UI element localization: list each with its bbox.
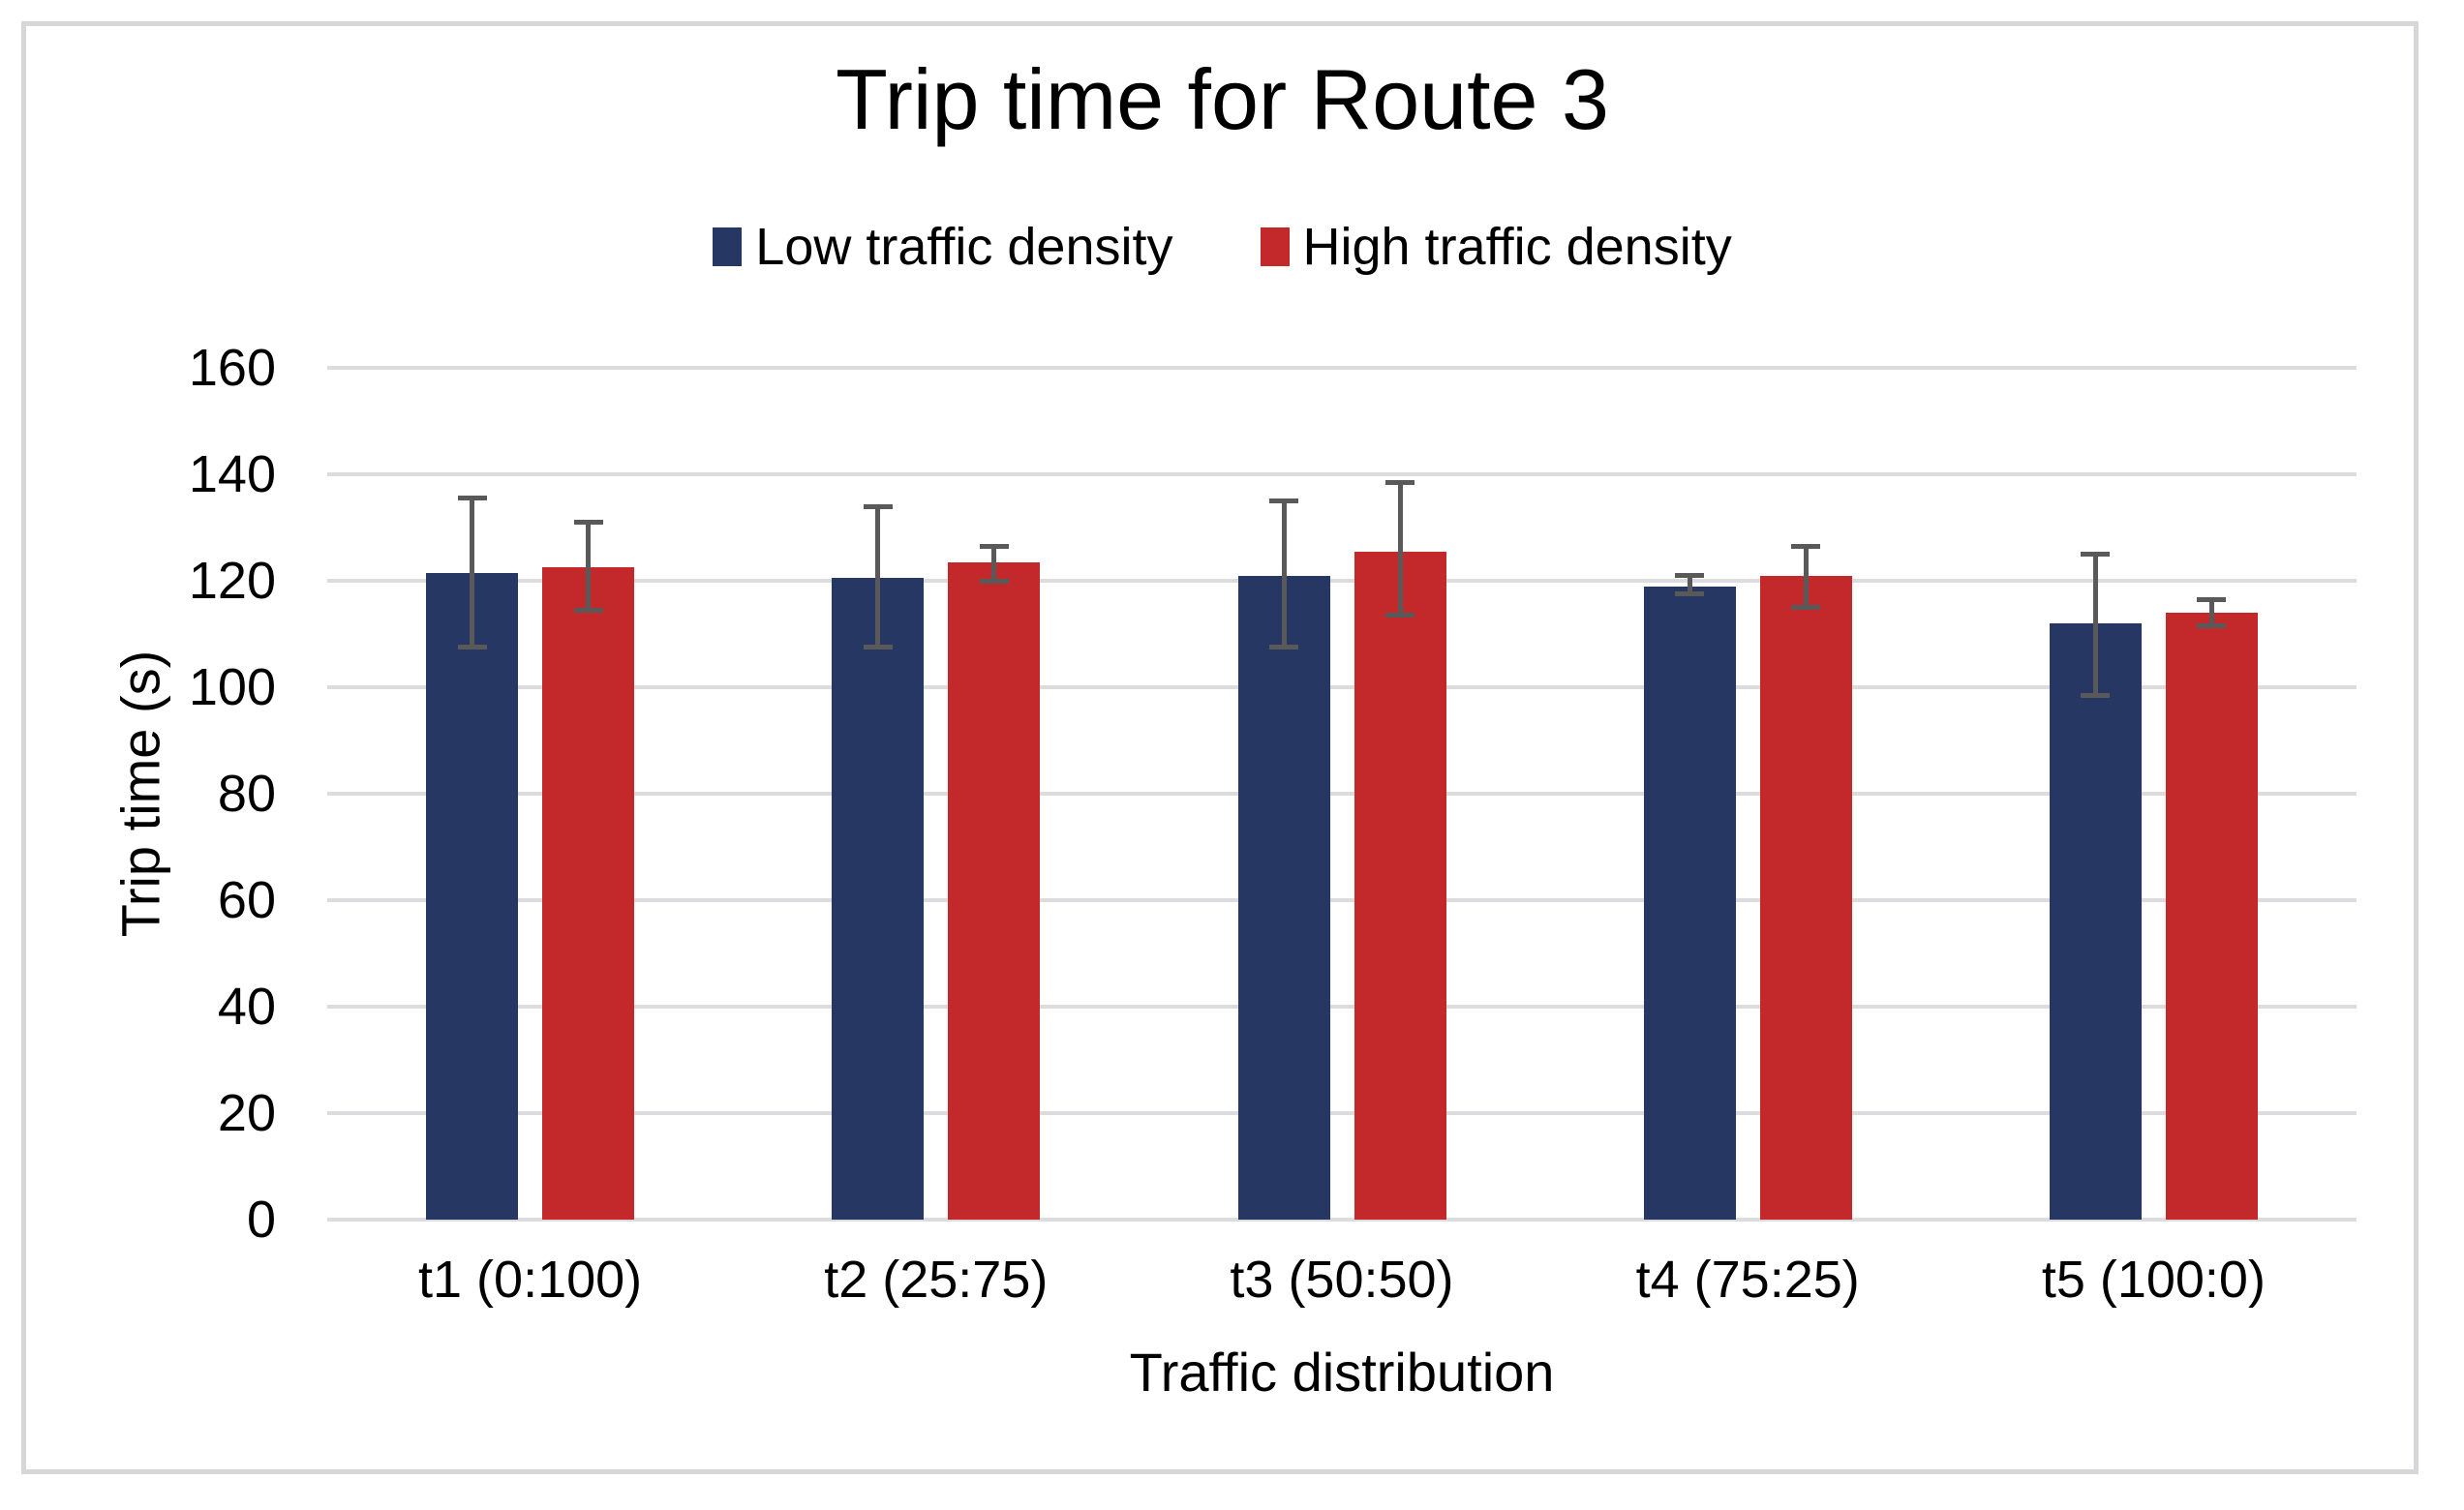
y-tick-label-120: 120 (188, 552, 276, 610)
gridline-y-140 (327, 472, 2357, 476)
gridline-y-80 (327, 792, 2357, 796)
error-bar-5-1 (2092, 554, 2098, 696)
x-tick-label-5: t5 (100:0) (2041, 1251, 2266, 1309)
y-tick-label-100: 100 (188, 658, 276, 716)
bar-low-traffic-density-5 (2049, 623, 2142, 1220)
error-cap-high-4-2 (1791, 543, 1821, 549)
legend-swatch-high-traffic (1260, 227, 1290, 266)
error-cap-low-1-1 (457, 645, 487, 650)
x-tick-label-3: t3 (50:50) (1230, 1251, 1454, 1309)
x-tick-label-4: t4 (75:25) (1635, 1251, 1860, 1309)
y-tick-label-160: 160 (188, 339, 276, 397)
error-cap-low-3-1 (1269, 645, 1298, 650)
legend-swatch-low-traffic (713, 227, 743, 266)
y-tick-label-20: 20 (217, 1084, 276, 1142)
bar-low-traffic-density-2 (832, 578, 925, 1220)
x-axis-title: Traffic distribution (1129, 1342, 1555, 1403)
error-cap-low-2-1 (863, 645, 893, 650)
error-bar-2-1 (875, 506, 881, 648)
error-cap-high-5-2 (2197, 596, 2227, 602)
gridline-y-40 (327, 1005, 2357, 1009)
error-bar-1-2 (586, 522, 592, 611)
error-cap-low-4-1 (1675, 591, 1705, 597)
bar-low-traffic-density-1 (426, 572, 519, 1220)
y-tick-label-140: 140 (188, 445, 276, 503)
error-cap-low-1-2 (573, 607, 603, 613)
gridline-y-0 (327, 1218, 2357, 1222)
error-cap-low-3-2 (1385, 613, 1415, 619)
gridline-y-60 (327, 898, 2357, 902)
error-cap-high-2-2 (979, 543, 1009, 549)
y-tick-label-80: 80 (217, 765, 276, 823)
gridline-y-120 (327, 579, 2357, 583)
bar-high-traffic-density-1 (542, 567, 635, 1220)
x-tick-label-2: t2 (25:75) (824, 1251, 1049, 1309)
bar-low-traffic-density-3 (1237, 575, 1330, 1220)
bar-high-traffic-density-5 (2165, 613, 2258, 1220)
error-bar-4-2 (1803, 546, 1809, 608)
legend-item-high-traffic: High traffic density (1260, 218, 1732, 276)
y-tick-label-0: 0 (246, 1191, 276, 1249)
error-cap-high-1-1 (457, 496, 487, 501)
legend-item-low-traffic: Low traffic density (713, 218, 1173, 276)
bar-low-traffic-density-4 (1643, 586, 1736, 1220)
error-cap-low-4-2 (1791, 605, 1821, 610)
error-cap-high-3-2 (1385, 479, 1415, 485)
y-tick-label-40: 40 (217, 978, 276, 1036)
bar-high-traffic-density-4 (1759, 575, 1852, 1220)
x-tick-labels: t1 (0:100) t2 (25:75) t3 (50:50) t4 (75:25)… (327, 1251, 2357, 1318)
bar-high-traffic-density-3 (1354, 551, 1446, 1220)
legend-label-high-traffic: High traffic density (1302, 218, 1732, 276)
error-bar-2-2 (991, 546, 997, 581)
error-cap-high-5-1 (2081, 552, 2111, 557)
gridline-y-160 (327, 366, 2357, 370)
error-cap-low-5-2 (2197, 623, 2227, 629)
error-bar-3-1 (1281, 500, 1287, 648)
error-cap-high-1-2 (573, 520, 603, 525)
bar-high-traffic-density-2 (948, 561, 1041, 1220)
y-tick-label-60: 60 (217, 871, 276, 929)
gridline-y-100 (327, 685, 2357, 689)
legend: Low traffic density High traffic density (21, 221, 2423, 273)
error-bar-4-1 (1687, 575, 1692, 594)
plot-area (327, 366, 2357, 1222)
error-cap-high-4-1 (1675, 573, 1705, 578)
chart-frame (21, 21, 2418, 1474)
legend-label-low-traffic: Low traffic density (755, 218, 1173, 276)
error-cap-low-2-2 (979, 578, 1009, 584)
gridline-y-20 (327, 1111, 2357, 1115)
error-bar-5-2 (2208, 599, 2214, 626)
x-tick-label-1: t1 (0:100) (418, 1251, 643, 1309)
error-cap-low-5-1 (2081, 692, 2111, 698)
error-cap-high-2-1 (863, 503, 893, 509)
error-bar-3-2 (1397, 482, 1403, 616)
error-cap-high-3-1 (1269, 498, 1298, 503)
chart-title: Trip time for Route 3 (836, 51, 1609, 147)
y-tick-labels: 0 20 40 60 80 100 120 140 160 (0, 342, 276, 1246)
error-bar-1-1 (470, 498, 475, 648)
